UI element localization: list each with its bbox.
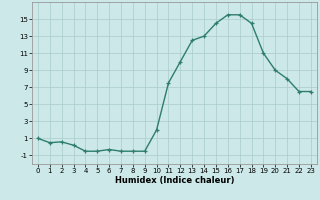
X-axis label: Humidex (Indice chaleur): Humidex (Indice chaleur) [115, 176, 234, 185]
